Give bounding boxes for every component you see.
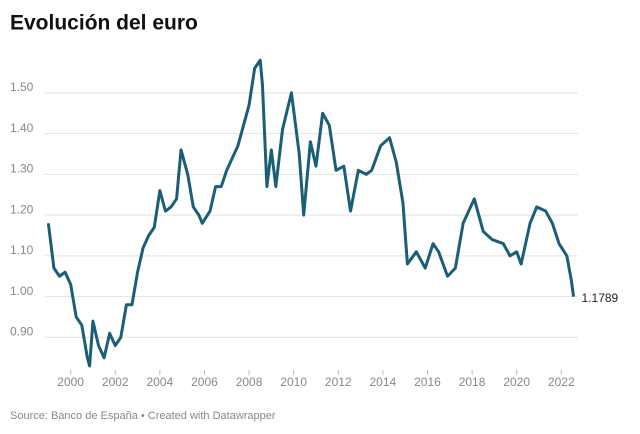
x-tick-label: 2006 <box>191 375 218 389</box>
x-tick-label: 2000 <box>57 375 84 389</box>
x-tick-label: 2014 <box>370 375 397 389</box>
y-tick-label: 1.20 <box>10 202 34 216</box>
x-tick-label: 2016 <box>414 375 441 389</box>
x-tick-label: 2010 <box>280 375 307 389</box>
line <box>46 58 576 368</box>
x-tick-label: 2002 <box>102 375 129 389</box>
x-tick-label: 2008 <box>236 375 263 389</box>
annotation: 1.1789 <box>582 291 619 305</box>
x-tick-label: 2018 <box>459 375 486 389</box>
y-tick-label: 1.10 <box>10 243 34 257</box>
source: Source: Banco de España • Created with D… <box>10 410 276 422</box>
y-tick-label: 1.30 <box>10 162 34 176</box>
y-tick-label: 0.90 <box>10 325 34 339</box>
y-tick-label: 1.00 <box>10 284 34 298</box>
y-tick-label: 1.50 <box>10 80 34 94</box>
x-tick-label: 2004 <box>146 375 173 389</box>
x-tick-label: 2020 <box>503 375 530 389</box>
y-tick-label: 1.40 <box>10 121 34 135</box>
x-tick-label: 2012 <box>325 375 352 389</box>
chart-title: Evolución del euro <box>10 12 198 35</box>
x-tick-label: 2022 <box>548 375 575 389</box>
